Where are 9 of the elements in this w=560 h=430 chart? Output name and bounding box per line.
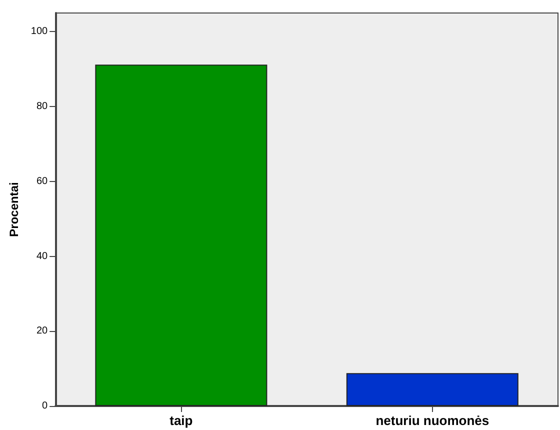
y-tick-label: 0 [42,400,48,412]
y-tick-label: 20 [36,326,48,337]
y-tick-label: 60 [36,176,48,187]
y-axis-title: Procentai [7,182,21,237]
x-tick-label: taip [170,413,193,428]
y-tick-label: 80 [36,101,48,112]
x-tick-label: neturiu nuomonės [376,413,490,428]
y-tick-label: 40 [36,250,48,262]
y-tick-label: 100 [30,26,48,38]
